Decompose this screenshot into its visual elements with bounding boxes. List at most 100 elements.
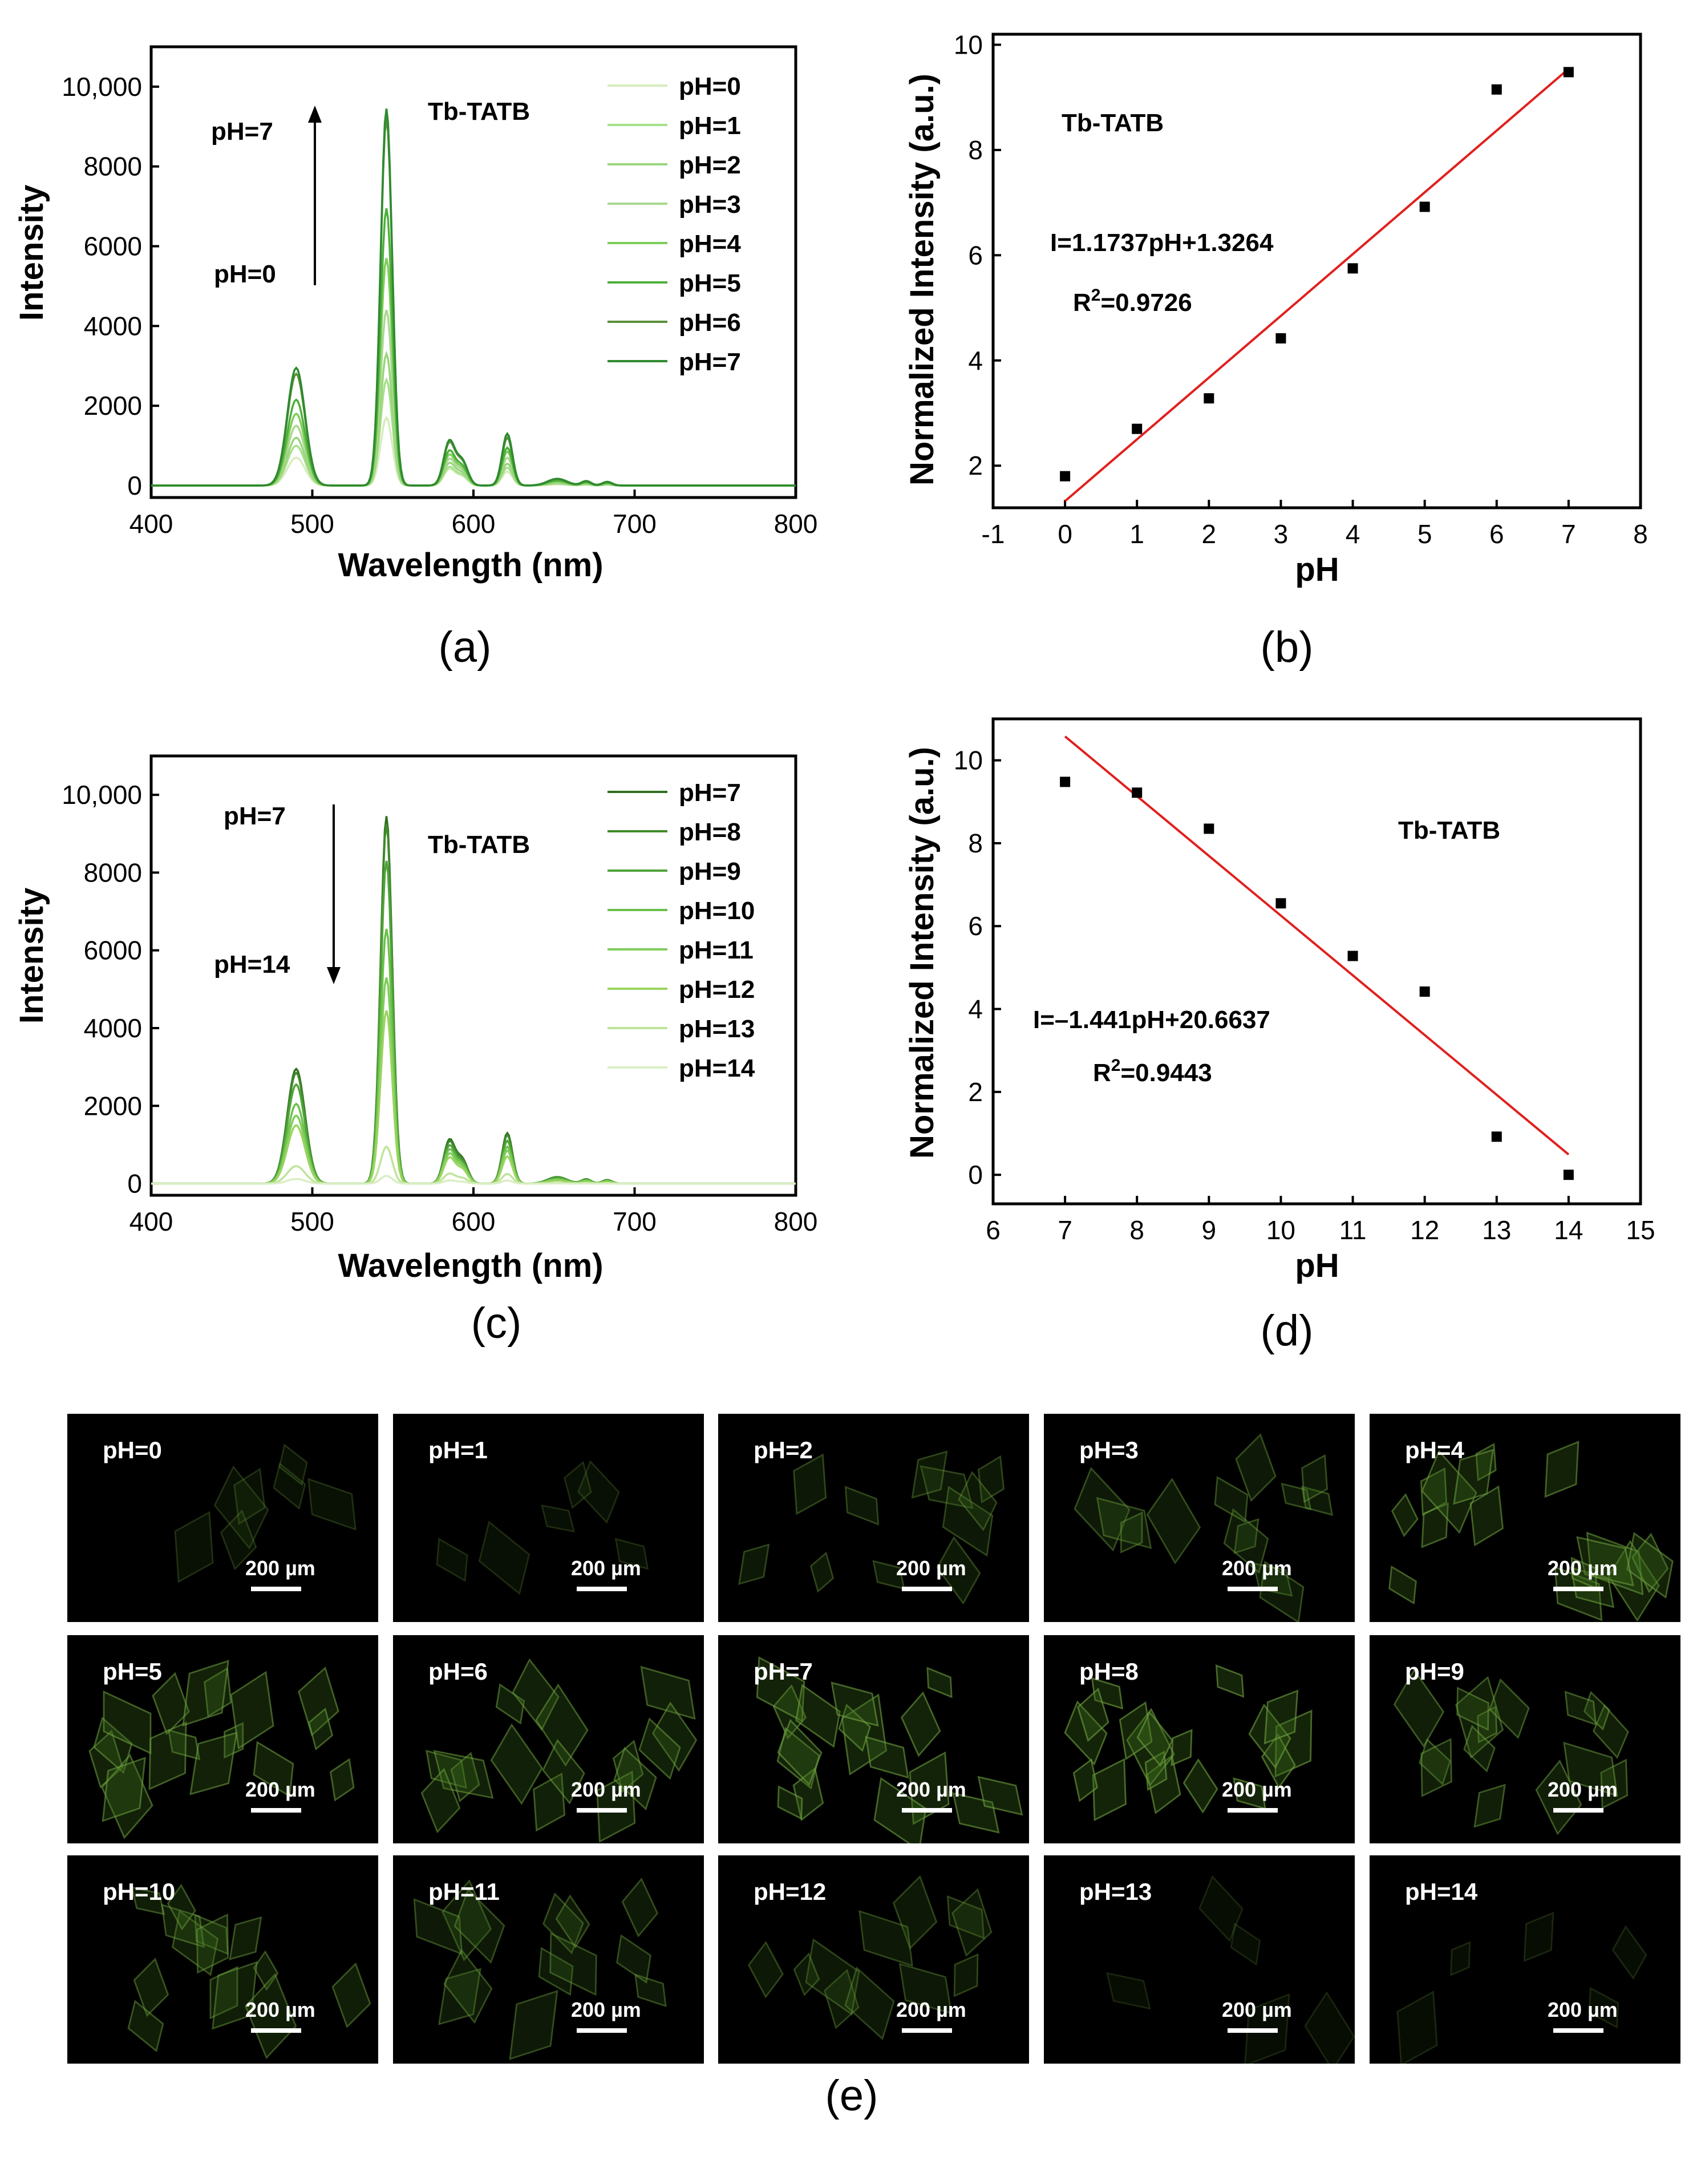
scale-bar [251, 1587, 301, 1591]
crystal-shape [1476, 1705, 1497, 1744]
crystal-shape [103, 1690, 152, 1755]
crystal-shape [171, 1910, 218, 1976]
micrograph-label: pH=9 [1405, 1658, 1464, 1685]
crystal-shape [1456, 1686, 1489, 1731]
crystal-shape [1576, 1536, 1634, 1587]
chart-d-ytick-label: 4 [968, 994, 983, 1024]
chart-d-ylabel: Normalized Intensity (a.u.) [904, 747, 941, 1159]
crystal-shape [873, 1777, 927, 1843]
scale-bar-label: 200 µm [245, 1998, 315, 2021]
chart-d-xtick-label: 9 [1202, 1215, 1217, 1245]
crystal-shape [1281, 1482, 1312, 1511]
scale-bar-label: 200 µm [245, 1778, 315, 1801]
crystal-shape [809, 1551, 835, 1593]
crystal-shape [1534, 1759, 1582, 1835]
crystal-shape [88, 1730, 124, 1789]
chart-a-legend-label: pH=7 [679, 348, 741, 376]
crystal-shape [1261, 1733, 1296, 1789]
crystal-shape [738, 1543, 770, 1586]
chart-d-xtick-label: 12 [1410, 1215, 1439, 1245]
scale-bar-label: 200 µm [571, 1998, 641, 2021]
chart-c-legend-label: pH=11 [679, 936, 754, 964]
scale-bar-label: 200 µm [1548, 1778, 1618, 1801]
crystal-shape [1455, 1676, 1504, 1759]
chart-c-legend-label: pH=13 [679, 1015, 755, 1043]
chart-a-ytick-label: 8000 [84, 152, 142, 181]
crystal-shape [942, 1486, 994, 1558]
scale-bar [251, 2028, 301, 2033]
crystal-shape [1570, 1566, 1614, 1608]
chart-c-ytick-label: 0 [127, 1169, 142, 1199]
scale-bar-label: 200 µm [1548, 1556, 1618, 1580]
crystal-shape [612, 1740, 644, 1793]
crystal-shape [899, 1962, 953, 2015]
chart-c-arrow-top-label: pH=7 [224, 802, 286, 830]
panel-c-label: (c) [471, 1299, 522, 1348]
crystal-shape [936, 1535, 981, 1604]
chart-b-ytick-label: 4 [968, 346, 983, 375]
scale-bar-label: 200 µm [571, 1778, 641, 1801]
micrograph-label: pH=0 [103, 1437, 162, 1463]
chart-b-r2-sup: 2 [1091, 286, 1101, 305]
chart-a-xtick-label: 800 [774, 509, 818, 539]
chart-b-xtick-label: 2 [1202, 519, 1217, 549]
crystal-shape [1234, 1518, 1259, 1555]
chart-d-r2: R2=0.9443 [1093, 1056, 1212, 1087]
chart-c-legend-label: pH=9 [679, 858, 741, 885]
crystal-shape [1589, 1987, 1619, 2028]
crystal-shape [298, 1667, 339, 1737]
crystal-shape [555, 1894, 590, 1949]
chart-d-equation: I=–1.441pH+20.6637 [1033, 1006, 1270, 1034]
micrograph-label: pH=1 [428, 1437, 488, 1463]
chart-b-frame [991, 33, 1642, 509]
chart-d-ytick-label: 2 [968, 1077, 983, 1107]
crystal-shape [748, 1941, 784, 1999]
scale-bar [577, 1587, 627, 1591]
crystal-shape [1449, 1940, 1471, 1976]
chart-b-point [1132, 423, 1143, 434]
crystal-shape [1215, 1664, 1244, 1698]
crystal-shape [1301, 1486, 1334, 1516]
crystal-shape [1074, 1467, 1131, 1552]
crystal-shape [1091, 1677, 1123, 1710]
micrograph-label: pH=8 [1079, 1658, 1139, 1685]
chart-d-ytick-label: 0 [968, 1160, 983, 1190]
crystal-shape [1421, 1450, 1478, 1534]
scale-bar-label: 200 µm [245, 1556, 315, 1580]
chart-c-legend-label: pH=12 [679, 976, 755, 1004]
micrograph-tile: pH=4 200 µm [1370, 1414, 1680, 1622]
chart-d-xtick-label: 13 [1482, 1215, 1511, 1245]
chart-a-xlabel: Wavelength (nm) [338, 547, 603, 584]
crystal-shape [194, 1914, 229, 1955]
chart-c-xtick-label: 800 [774, 1207, 818, 1236]
crystal-shape [1489, 1678, 1530, 1739]
chart-c-ytick-label: 10,000 [62, 780, 142, 810]
chart-a-arrow-bottom-label: pH=0 [214, 260, 276, 288]
crystal-shape [152, 1672, 190, 1736]
scale-bar [1228, 1587, 1278, 1591]
crystal-shape [1388, 1566, 1417, 1605]
micrograph-tile: pH=1 200 µm [393, 1414, 704, 1622]
crystal-shape [1147, 1754, 1181, 1814]
chart-c-arrow [327, 804, 341, 984]
crystal-shape [1304, 1991, 1355, 2064]
chart-a-series-pH=1 [151, 377, 796, 487]
chart-c-xlabel: Wavelength (nm) [338, 1247, 603, 1284]
crystal-shape [792, 1767, 824, 1821]
scale-bar [1228, 1808, 1278, 1813]
scale-bar [902, 1587, 952, 1591]
crystal-shape [1126, 1708, 1175, 1787]
crystal-shape [533, 1772, 566, 1831]
chart-c-ytick-label: 8000 [84, 858, 142, 887]
crystal-shape [174, 1511, 214, 1583]
crystal-shape [615, 1538, 649, 1570]
crystal-shape [1136, 1710, 1173, 1768]
crystal-shape [1545, 1441, 1580, 1498]
crystal-shape [438, 1968, 481, 2025]
chart-c-series-pH=13 [151, 1145, 796, 1185]
chart-b-fit-line [1064, 68, 1570, 502]
scale-bar [577, 1808, 627, 1813]
crystal-shape [330, 1758, 355, 1802]
crystal-shape [436, 1538, 468, 1582]
crystal-shape [773, 1684, 807, 1740]
